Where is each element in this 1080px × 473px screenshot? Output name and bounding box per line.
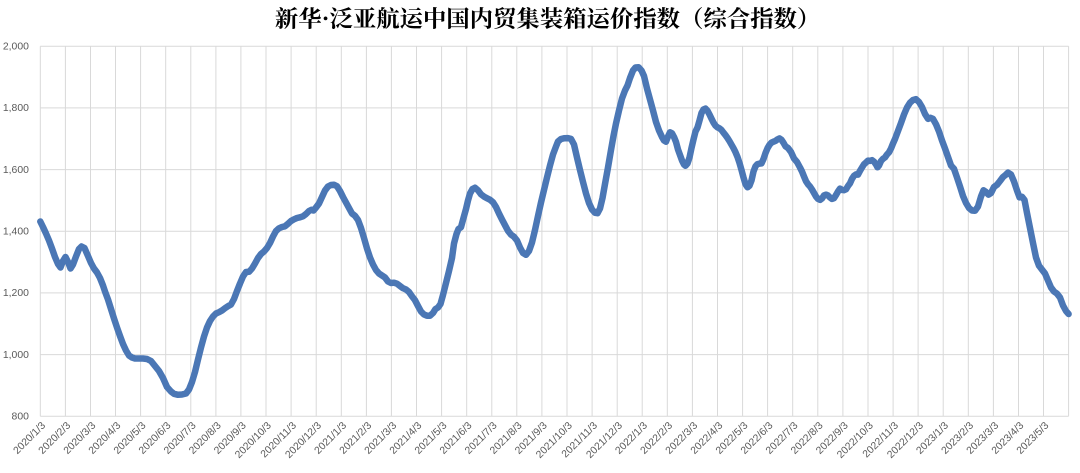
svg-text:800: 800 bbox=[12, 412, 30, 423]
svg-text:1,200: 1,200 bbox=[3, 288, 29, 299]
svg-text:1,800: 1,800 bbox=[3, 103, 29, 114]
svg-text:1,600: 1,600 bbox=[3, 165, 29, 176]
svg-text:1,400: 1,400 bbox=[3, 227, 29, 238]
svg-text:1,000: 1,000 bbox=[3, 350, 29, 361]
svg-text:2,000: 2,000 bbox=[3, 42, 29, 53]
